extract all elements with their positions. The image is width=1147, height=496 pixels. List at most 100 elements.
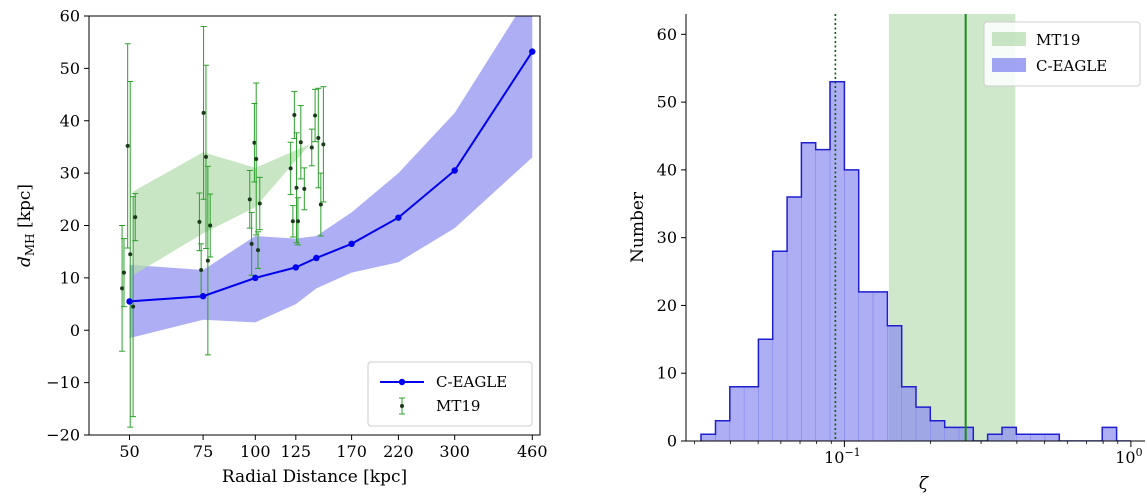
right-y-tick-label: 30 <box>657 228 677 247</box>
left-y-axis-label-subscript: MH <box>23 233 37 256</box>
histogram-bar <box>700 433 716 441</box>
mt19-point <box>256 176 263 231</box>
histogram-bar <box>729 386 745 441</box>
right-x-tick-label: 100 <box>1115 446 1142 467</box>
histogram-bar <box>1030 433 1046 441</box>
left-y-axis-label-unit: [kpc] <box>15 184 35 233</box>
left-ticks: 50 75 100 125 170 220 300 460 −20 −10 0 10 20 30 40 50 6… <box>46 7 547 462</box>
histogram-bar <box>815 149 831 441</box>
right-x-axis-label: ζ <box>919 474 930 494</box>
mt19-marker <box>208 223 213 228</box>
left-x-tick-label: 300 <box>439 442 470 461</box>
mt19-band <box>133 144 310 276</box>
mt19-marker <box>133 215 138 220</box>
ceagle-marker <box>395 214 402 221</box>
histogram-bar <box>1001 427 1017 441</box>
left-y-tick-label: 0 <box>70 321 80 340</box>
mt19-marker <box>292 112 297 117</box>
left-panel: 50 75 100 125 170 220 300 460 −20 −10 0 10 20 30 40 50 6… <box>15 7 548 488</box>
mt19-point <box>312 88 319 143</box>
mt19-point <box>120 238 127 308</box>
mt19-point <box>248 211 255 276</box>
mt19-marker <box>131 304 136 309</box>
left-x-tick-label: 220 <box>383 442 414 461</box>
mt19-marker <box>313 113 318 118</box>
right-legend: MT19 C-EAGLE <box>983 21 1141 87</box>
tick-base: 10 <box>1115 448 1135 467</box>
left-y-tick-label: 40 <box>60 111 80 130</box>
left-x-tick-label: 460 <box>517 442 548 461</box>
mt19-point <box>202 64 209 250</box>
histogram-bar <box>987 433 1003 441</box>
histogram-bar <box>915 406 931 441</box>
mt19-point <box>124 43 131 249</box>
histogram-bar <box>1015 433 1031 441</box>
left-x-axis-label: Radial Distance [kpc] <box>222 467 407 487</box>
left-x-tick-label: 125 <box>281 442 312 461</box>
mt19-marker <box>197 219 202 224</box>
right-y-tick-label: 40 <box>657 160 677 179</box>
histogram-bar <box>944 427 960 441</box>
left-x-tick-label: 170 <box>336 442 367 461</box>
left-y-axis-label: dMH [kpc] <box>15 184 37 267</box>
ceagle-marker <box>313 254 320 262</box>
left-y-tick-label: 10 <box>60 268 80 287</box>
legend-ceagle-swatch <box>992 58 1026 72</box>
right-x-tick-label: 10−1 <box>824 446 861 467</box>
ceagle-band <box>129 16 533 339</box>
left-legend-box <box>367 361 533 427</box>
mt19-marker <box>125 143 130 148</box>
mt19-point <box>119 225 126 352</box>
mt19-marker <box>252 140 257 145</box>
histogram-bar <box>1101 427 1117 441</box>
mt19-marker <box>321 142 326 147</box>
ceagle-marker <box>451 167 458 174</box>
tick-exponent: 0 <box>1136 446 1143 459</box>
legend-ceagle-marker <box>398 378 406 386</box>
mt19-marker <box>257 201 262 206</box>
right-y-tick-label: 50 <box>657 93 677 112</box>
mt19-marker <box>298 140 303 145</box>
mt19-point <box>320 86 327 203</box>
mt19-point <box>287 141 294 196</box>
right-y-tick-label: 60 <box>657 25 677 44</box>
mt19-marker <box>201 110 206 115</box>
legend-mt19-label: MT19 <box>436 397 480 415</box>
mt19-marker <box>199 268 204 273</box>
ceagle-marker <box>252 274 259 282</box>
mt19-marker <box>288 166 293 171</box>
histogram-bar <box>930 420 945 441</box>
mt19-point <box>289 205 296 238</box>
histogram-bar <box>758 339 773 441</box>
ceagle-marker <box>348 240 355 248</box>
right-y-tick-label: 0 <box>667 432 677 451</box>
legend-mt19-swatch <box>992 32 1026 46</box>
legend-mt19-label: MT19 <box>1036 31 1080 49</box>
left-y-tick-label: −20 <box>46 426 80 445</box>
histogram-bar <box>801 142 816 441</box>
mt19-marker <box>120 286 125 291</box>
mt19-marker <box>302 186 307 191</box>
histogram-bar <box>715 420 731 441</box>
mt19-marker <box>128 252 133 257</box>
right-y-tick-label: 10 <box>657 364 677 383</box>
left-y-tick-label: 50 <box>60 59 80 78</box>
right-y-axis-label: Number <box>628 191 648 263</box>
histogram-bar <box>887 325 903 441</box>
histogram-bar <box>829 81 845 441</box>
mt19-marker <box>316 136 321 141</box>
mt19-marker <box>309 145 314 150</box>
left-y-tick-label: 60 <box>60 7 80 26</box>
tick-exponent: −1 <box>844 446 860 459</box>
histogram-outline <box>700 81 1131 441</box>
mt19-point <box>315 87 322 189</box>
mt19-marker <box>318 202 323 207</box>
left-legend: C-EAGLE MT19 <box>367 361 533 427</box>
ceagle-marker <box>292 264 300 271</box>
right-y-tick-label: 20 <box>657 296 677 315</box>
right-plot-area <box>700 14 1131 441</box>
histogram-bar <box>872 291 888 441</box>
mt19-marker <box>203 154 208 159</box>
histogram-bar <box>901 386 917 441</box>
